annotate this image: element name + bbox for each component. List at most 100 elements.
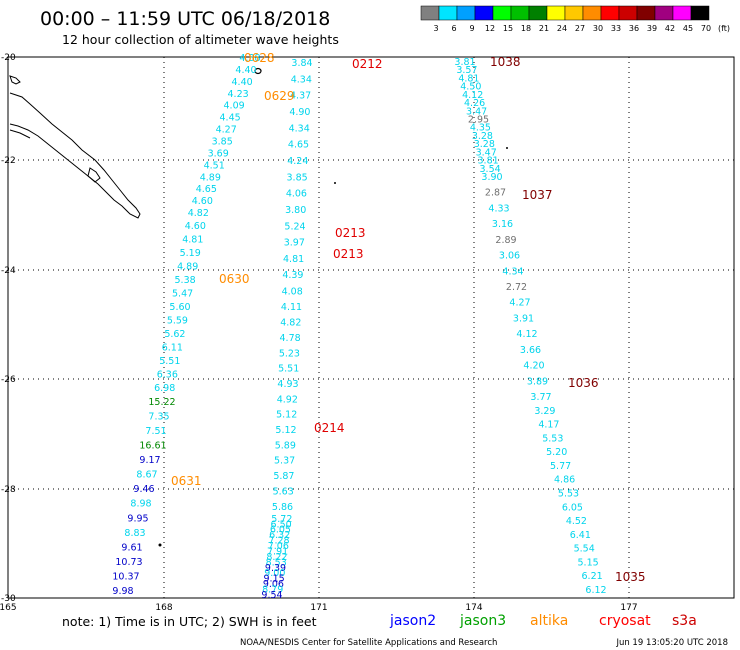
wave-height-value: 10.73 [115,557,142,568]
coastline [9,75,141,219]
wave-height-value: 6.21 [582,571,603,582]
wave-height-value: 3.89 [527,376,548,387]
wave-height-value: 3.81 [478,156,499,167]
track-cryosat-middle: 3.84 4.34 4.37 4.90 4.34 4.65 4.24 3.85 4.06 3.80… [261,58,312,601]
wave-height-value: 16.61 [139,441,166,452]
wave-height-value: 9.00 [264,568,285,579]
main-island-outline [9,92,141,219]
wave-height-value: 3.47 [466,106,487,117]
wave-height-value: 4.45 [220,113,241,124]
island-inner-coast [9,129,31,139]
legend-swatch [618,5,638,21]
wave-height-value: 9.46 [133,484,154,495]
map-frame [7,56,735,599]
wave-height-value: 5.37 [274,456,295,467]
wave-height-value: 6.11 [162,343,183,354]
wave-height-value: 3.57 [456,65,477,76]
wave-height-value: 6.50 [271,519,292,530]
wave-height-value: 4.08 [282,287,303,298]
pass-time-label: 0628 [244,51,275,65]
wave-height-value: 2.95 [468,115,489,126]
legend-swatch [600,5,620,21]
legend-label: 9 [469,24,474,33]
wave-height-value: 5.51 [278,364,299,375]
wave-height-value: 5.72 [271,514,292,525]
wave-height-value: 9.98 [112,586,133,597]
islet-north [9,75,21,85]
legend-swatch [528,5,548,21]
small-island [254,67,262,75]
footer-credit: NOAA/NESDIS Center for Satellite Applica… [240,638,497,648]
satellite-legend: jason2 jason3 altika cryosat s3a [389,613,697,629]
wave-height-value: 9.06 [263,579,284,590]
wave-height-value: 3.85 [212,137,233,148]
satellite-legend-altika: altika [530,613,568,629]
pass-time-label: 1036 [568,376,599,390]
wave-height-value: 9.15 [264,574,285,585]
legend-swatch [546,5,566,21]
wave-height-value: 3.16 [492,219,513,230]
wave-height-value: 4.17 [538,420,559,431]
wave-height-value: 9.95 [127,513,148,524]
small-island [506,147,508,149]
pass-time-label: 0213 [335,226,366,240]
pass-time-label: 1035 [615,570,646,584]
satellite-legend-jason3: jason3 [459,613,506,629]
lon-tick-label: 171 [310,603,327,613]
legend-label: 3 [433,24,438,33]
legend-label: 39 [647,24,657,33]
wave-height-value: 4.60 [192,196,213,207]
wave-height-value: 5.87 [273,471,294,482]
wave-height-value: 4.06 [286,189,307,200]
wave-height-value: 3.97 [284,238,305,249]
wave-height-value: 4.89 [177,262,198,273]
wave-height-value: 4.33 [488,203,509,214]
lat-tick-label: -20 [1,53,16,63]
wave-height-value: 5.63 [273,486,294,497]
wave-height-value: 5.12 [276,410,297,421]
legend-swatch [672,5,692,21]
wave-height-value: 4.51 [204,160,225,171]
wave-height-value: 3.80 [285,205,306,216]
lat-tick-label: -30 [1,594,16,604]
wave-height-value: 4.82 [188,208,209,219]
wave-height-value: 8.83 [124,528,145,539]
wave-height-value: 4.82 [280,318,301,329]
wave-height-value: 9.17 [139,455,160,466]
wave-height-value: 7.35 [148,411,169,422]
map-grid [7,56,735,599]
wave-height-value: 5.53 [542,433,563,444]
wave-height-value: 3.29 [534,406,555,417]
legend-label: 15 [503,24,513,33]
legend-label: 6 [451,24,456,33]
pass-time-label: 0631 [171,474,202,488]
footer-timestamp: Jun 19 13:05:20 UTC 2018 [615,638,728,648]
island-bay [87,167,101,183]
wave-height-value: 4.65 [196,184,217,195]
footer-note: note: 1) Time is in UTC; 2) SWH is in fe… [62,614,317,629]
wave-height-value: 6.05 [270,525,291,536]
wave-height-value: 4.40 [232,77,253,88]
legend-label: 70 [701,24,711,33]
wave-height-value: 5.23 [279,348,300,359]
pass-time-labels: 0628 0629 0630 0631 0212 0213 0213 0214 1038 1037… [171,51,646,584]
wave-height-value: 3.06 [499,251,520,262]
lon-axis: 165 168 171 174 177 [0,603,638,613]
lat-tick-label: -26 [1,375,16,385]
legend-unit: (ft) [718,24,730,33]
pass-time-label: 0214 [314,421,345,435]
wave-height-value: 5.89 [275,440,296,451]
legend-swatch [474,5,494,21]
wave-height-value: 4.35 [470,123,491,134]
wave-height-value: 3.85 [287,172,308,183]
wave-height-value: 4.81 [283,254,304,265]
legend-label: 24 [557,24,567,33]
legend-swatch [654,5,674,21]
legend-swatch [636,5,656,21]
pass-time-label: 1037 [522,188,553,202]
wave-height-value: 10.37 [112,571,139,582]
satellite-legend-jason2: jason2 [389,613,436,629]
color-legend: 3 6 9 12 15 18 21 24 27 30 33 36 39 42 45 70 (ft) [420,5,730,33]
wave-height-value: 3.54 [480,164,501,175]
